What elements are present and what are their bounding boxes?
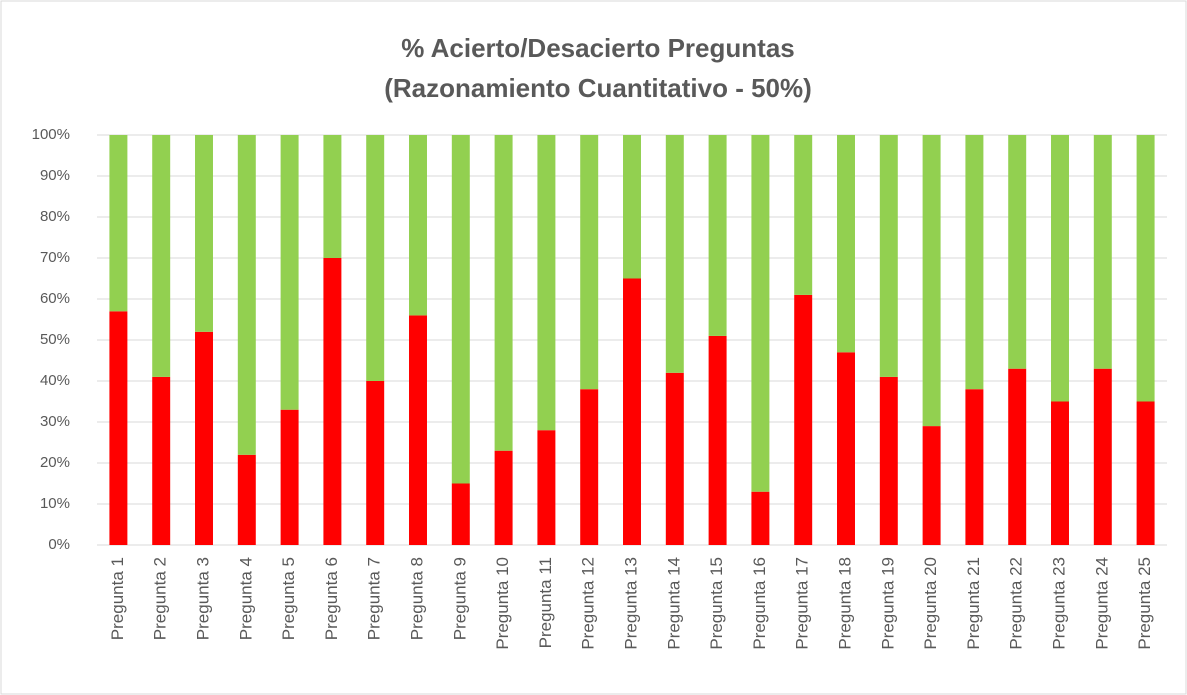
bar-segment [152, 376, 171, 545]
x-tick-label: Pregunta 20 [921, 557, 940, 650]
bar-segment [494, 450, 513, 545]
bar-segment [1008, 135, 1027, 369]
bar-segment [366, 381, 385, 545]
bar-segment [922, 135, 941, 427]
y-tick-label: 50% [40, 331, 70, 348]
bar-segment [1093, 135, 1112, 369]
bar-segment [623, 135, 641, 279]
bar-segment [451, 483, 470, 545]
x-tick-label: Pregunta 22 [1007, 557, 1026, 650]
bar-segment [1051, 135, 1069, 402]
x-tick-label: Pregunta 24 [1092, 557, 1111, 650]
bar-segment [708, 335, 727, 545]
bar-segment [280, 135, 299, 410]
x-tick-label: Pregunta 12 [579, 557, 598, 650]
bar-segment [1093, 368, 1112, 545]
bar-segment [537, 135, 556, 431]
bar-segment [751, 135, 770, 492]
x-tick-label: Pregunta 14 [664, 557, 683, 650]
bar-segment [494, 135, 513, 451]
bar-segment [837, 352, 855, 545]
bar-segment [965, 389, 984, 545]
bar-segment [794, 135, 813, 295]
y-tick-label: 100% [32, 126, 70, 143]
bar-segment [580, 135, 599, 390]
bar-segment [751, 491, 770, 545]
x-tick-label: Pregunta 1 [108, 557, 127, 640]
chart-title: % Acierto/Desacierto Preguntas [401, 33, 795, 63]
y-tick-label: 40% [40, 372, 70, 389]
x-tick-label: Pregunta 10 [493, 557, 512, 650]
bar-segment [109, 135, 128, 312]
bar-segment [195, 135, 213, 332]
bar-segment [1051, 401, 1069, 545]
bar-segment [280, 409, 299, 545]
bar-segment [837, 135, 855, 353]
x-tick-label: Pregunta 17 [793, 557, 812, 650]
bar-segment [965, 135, 984, 390]
bar-segment [409, 315, 427, 545]
x-tick-label: Pregunta 7 [365, 557, 384, 640]
x-tick-label: Pregunta 6 [322, 557, 341, 640]
bar-segment [879, 135, 898, 377]
x-tick-label: Pregunta 23 [1049, 557, 1068, 650]
y-tick-label: 90% [40, 167, 70, 184]
x-tick-label: Pregunta 5 [279, 557, 298, 640]
x-tick-label: Pregunta 4 [236, 557, 255, 640]
bar-segment [665, 372, 684, 545]
x-tick-label: Pregunta 18 [835, 557, 854, 650]
bar-segment [580, 389, 599, 545]
bar-segment [665, 135, 684, 373]
bar-segment [623, 278, 641, 545]
x-tick-label: Pregunta 19 [878, 557, 897, 650]
bar-segment [409, 135, 427, 316]
x-tick-label: Pregunta 13 [621, 557, 640, 650]
x-tick-label: Pregunta 11 [536, 557, 555, 648]
bar-segment [794, 294, 813, 545]
bar-segment [879, 376, 898, 545]
x-tick-label: Pregunta 9 [450, 557, 469, 640]
x-tick-label: Pregunta 15 [707, 557, 726, 650]
x-tick-label: Pregunta 8 [407, 557, 426, 640]
bar-segment [152, 135, 171, 377]
bar-segment [366, 135, 385, 381]
y-tick-label: 20% [40, 454, 70, 471]
x-tick-label: Pregunta 2 [151, 557, 170, 640]
bar-segment [323, 258, 342, 545]
chart-subtitle: (Razonamiento Cuantitativo - 50%) [384, 73, 812, 103]
bar-segment [237, 135, 256, 455]
y-tick-label: 80% [40, 208, 70, 225]
bar-segment [1136, 401, 1155, 545]
bar-segment [451, 135, 470, 484]
x-tick-label: Pregunta 21 [964, 557, 983, 650]
bar-segment [922, 426, 941, 545]
bar-segment [195, 331, 213, 545]
y-tick-label: 30% [40, 413, 70, 430]
y-tick-label: 60% [40, 290, 70, 307]
bar-segment [109, 311, 128, 545]
bar-segment [237, 454, 256, 545]
y-tick-label: 10% [40, 495, 70, 512]
bar-segment [708, 135, 727, 336]
bar-segment [323, 135, 342, 258]
x-tick-label: Pregunta 16 [750, 557, 769, 650]
x-tick-label: Pregunta 25 [1135, 557, 1154, 650]
bar-segment [1136, 135, 1155, 402]
y-tick-label: 70% [40, 249, 70, 266]
bar-segment [1008, 368, 1027, 545]
x-tick-label: Pregunta 3 [193, 557, 212, 640]
y-tick-label: 0% [48, 536, 70, 553]
bar-segment [537, 430, 556, 545]
